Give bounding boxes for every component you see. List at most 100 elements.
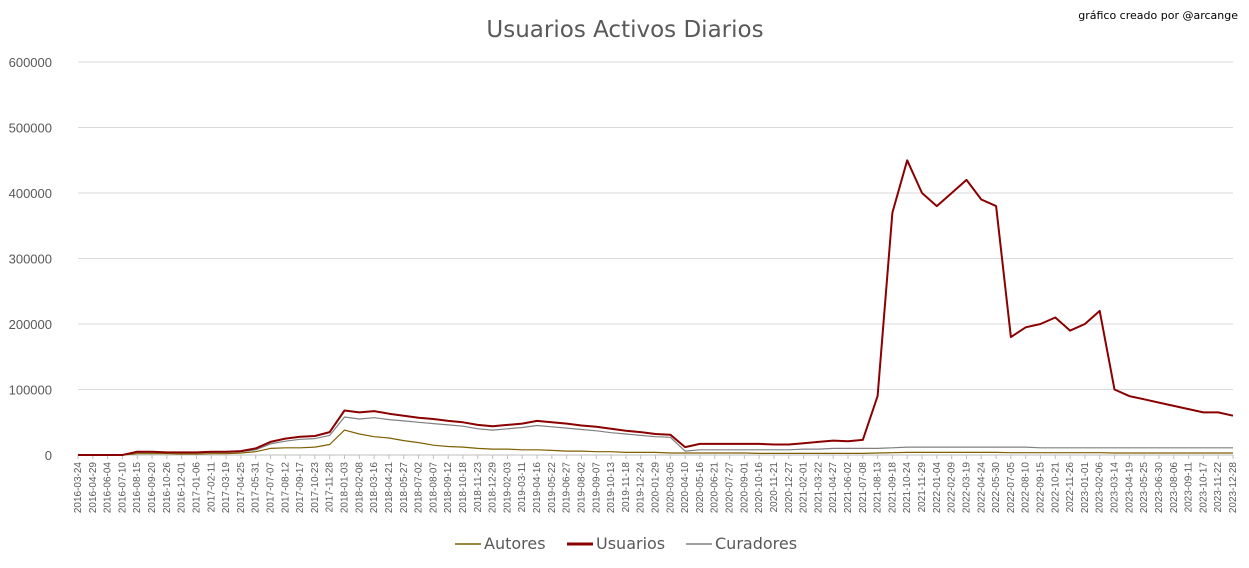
- x-tick-label: 2020-03-05: [665, 462, 676, 514]
- x-tick-label: 2018-10-18: [458, 462, 469, 514]
- x-tick-label: 2019-03-11: [517, 462, 528, 513]
- x-tick-label: 2022-08-10: [1021, 462, 1032, 514]
- y-axis: 0 100000 200000 300000 400000 500000 600000: [9, 55, 52, 463]
- x-tick-label: 2020-07-27: [725, 462, 736, 514]
- x-tick-label: 2019-11-18: [621, 462, 632, 513]
- x-tick-label: 2023-04-19: [1124, 462, 1135, 514]
- x-tick-label: 2016-06-04: [103, 462, 114, 514]
- series-line-usuarios: [78, 159, 1234, 456]
- y-tick-label: 200000: [9, 317, 52, 332]
- x-tick-label: 2017-07-07: [266, 462, 277, 514]
- x-tick-label: 2022-07-05: [1006, 462, 1017, 514]
- x-tick-label: 2017-10-23: [310, 462, 321, 514]
- x-tick-label: 2019-06-27: [562, 462, 573, 514]
- x-tick-label: 2016-10-26: [162, 462, 173, 514]
- series-line-curadores: [78, 416, 1233, 456]
- x-tick-label: 2022-02-09: [947, 462, 958, 514]
- x-tick-label: 2021-08-13: [873, 462, 884, 514]
- x-tick-label: 2021-03-22: [813, 462, 824, 514]
- x-tick-label: 2018-11-23: [473, 462, 484, 513]
- x-tick-label: 2019-02-03: [502, 462, 513, 514]
- x-tick-label: 2019-08-02: [576, 462, 587, 514]
- x-tick-label: 2022-04-24: [976, 462, 987, 514]
- x-tick-label: 2019-10-13: [606, 462, 617, 514]
- x-tick-label: 2018-07-02: [414, 462, 425, 514]
- x-tick-label: 2016-08-15: [132, 462, 143, 514]
- x-tick-label: 2023-06-30: [1154, 462, 1165, 514]
- x-tick-label: 2023-03-14: [1110, 462, 1121, 514]
- y-tick-label: 100000: [9, 383, 52, 398]
- x-tick-label: 2018-03-16: [369, 462, 380, 514]
- x-tick-label: 2018-12-29: [488, 462, 499, 514]
- y-tick-label: 400000: [9, 186, 52, 201]
- x-tick-label: 2016-07-10: [117, 462, 128, 514]
- x-tick-label: 2021-06-02: [843, 462, 854, 514]
- x-tick-label: 2023-01-01: [1080, 462, 1091, 514]
- x-tick-label: 2021-10-24: [902, 462, 913, 514]
- x-tick-label: 2022-11-26: [1065, 462, 1076, 513]
- legend-label-curadores: Curadores: [715, 534, 797, 553]
- x-tick-label: 2020-06-21: [710, 462, 721, 514]
- x-tick-label: 2023-10-17: [1198, 462, 1209, 514]
- x-tick-label: 2019-09-07: [591, 462, 602, 514]
- x-tick-label: 2017-01-06: [191, 462, 202, 514]
- x-tick-label: 2017-09-17: [295, 462, 306, 514]
- x-tick-label: 2022-10-21: [1050, 462, 1061, 514]
- x-tick-label: 2022-01-04: [932, 462, 943, 514]
- chart-credit: gráfico creado por @arcange: [1078, 9, 1238, 22]
- y-tick-label: 600000: [9, 55, 52, 70]
- x-tick-label: 2018-05-27: [399, 462, 410, 514]
- x-tick-label: 2017-11-28: [325, 462, 336, 513]
- x-tick-label: 2021-04-27: [828, 462, 839, 514]
- x-tick-label: 2017-02-11: [206, 462, 217, 513]
- x-tick-label: 2017-05-31: [251, 462, 262, 514]
- x-tick-label: 2016-12-01: [177, 462, 188, 514]
- grid: [78, 61, 1233, 456]
- x-tick-label: 2020-11-21: [769, 462, 780, 513]
- x-tick-label: 2021-09-18: [887, 462, 898, 514]
- y-tick-label: 300000: [9, 252, 52, 267]
- legend-label-autores: Autores: [484, 534, 546, 553]
- x-tick-label: 2021-11-29: [917, 462, 928, 513]
- series-line-autores: [78, 429, 1233, 456]
- x-tick-label: 2023-12-28: [1228, 462, 1239, 514]
- x-tick-label: 2016-09-20: [147, 462, 158, 514]
- x-tick-label: 2020-04-10: [680, 462, 691, 514]
- x-tick-label: 2023-11-22: [1213, 462, 1224, 513]
- x-tick-label: 2016-03-24: [73, 462, 84, 514]
- x-tick-label: 2019-04-16: [532, 462, 543, 514]
- x-tick-label: 2020-12-27: [784, 462, 795, 514]
- x-tick-label: 2022-03-19: [961, 462, 972, 514]
- x-tick-label: 2021-07-08: [858, 462, 869, 514]
- x-tick-label: 2018-01-03: [340, 462, 351, 514]
- x-tick-label: 2023-09-11: [1184, 462, 1195, 513]
- x-tick-label: 2017-08-12: [280, 462, 291, 514]
- x-tick-label: 2019-05-22: [547, 462, 558, 514]
- x-tick-label: 2019-12-24: [636, 462, 647, 514]
- legend-label-usuarios: Usuarios: [596, 534, 665, 553]
- x-tick-label: 2017-03-19: [221, 462, 232, 514]
- x-tick-label: 2018-02-08: [354, 462, 365, 514]
- x-tick-label: 2023-02-06: [1095, 462, 1106, 514]
- y-tick-label: 0: [45, 448, 52, 463]
- x-tick-label: 2018-08-07: [428, 462, 439, 514]
- x-tick-label: 2018-09-12: [443, 462, 454, 514]
- x-axis: 2016-03-24 2016-04-29 2016-06-04 2016-07-10…: [73, 454, 1239, 514]
- legend: Autores Usuarios Curadores: [455, 534, 797, 553]
- x-tick-label: 2021-02-01: [799, 462, 810, 514]
- x-tick-label: 2020-01-29: [651, 462, 662, 514]
- x-tick-label: 2022-09-15: [1036, 462, 1047, 514]
- series-group: [78, 159, 1234, 456]
- x-tick-label: 2023-08-06: [1169, 462, 1180, 514]
- chart-title: Usuarios Activos Diarios: [486, 17, 763, 43]
- x-tick-label: 2017-04-25: [236, 462, 247, 514]
- x-tick-label: 2020-09-01: [739, 462, 750, 514]
- y-tick-label: 500000: [9, 121, 52, 136]
- x-tick-label: 2020-05-16: [695, 462, 706, 514]
- x-tick-label: 2020-10-16: [754, 462, 765, 514]
- x-tick-label: 2018-04-21: [384, 462, 395, 514]
- x-tick-label: 2023-05-25: [1139, 462, 1150, 514]
- x-tick-label: 2016-04-29: [88, 462, 99, 514]
- x-tick-label: 2022-05-30: [991, 462, 1002, 514]
